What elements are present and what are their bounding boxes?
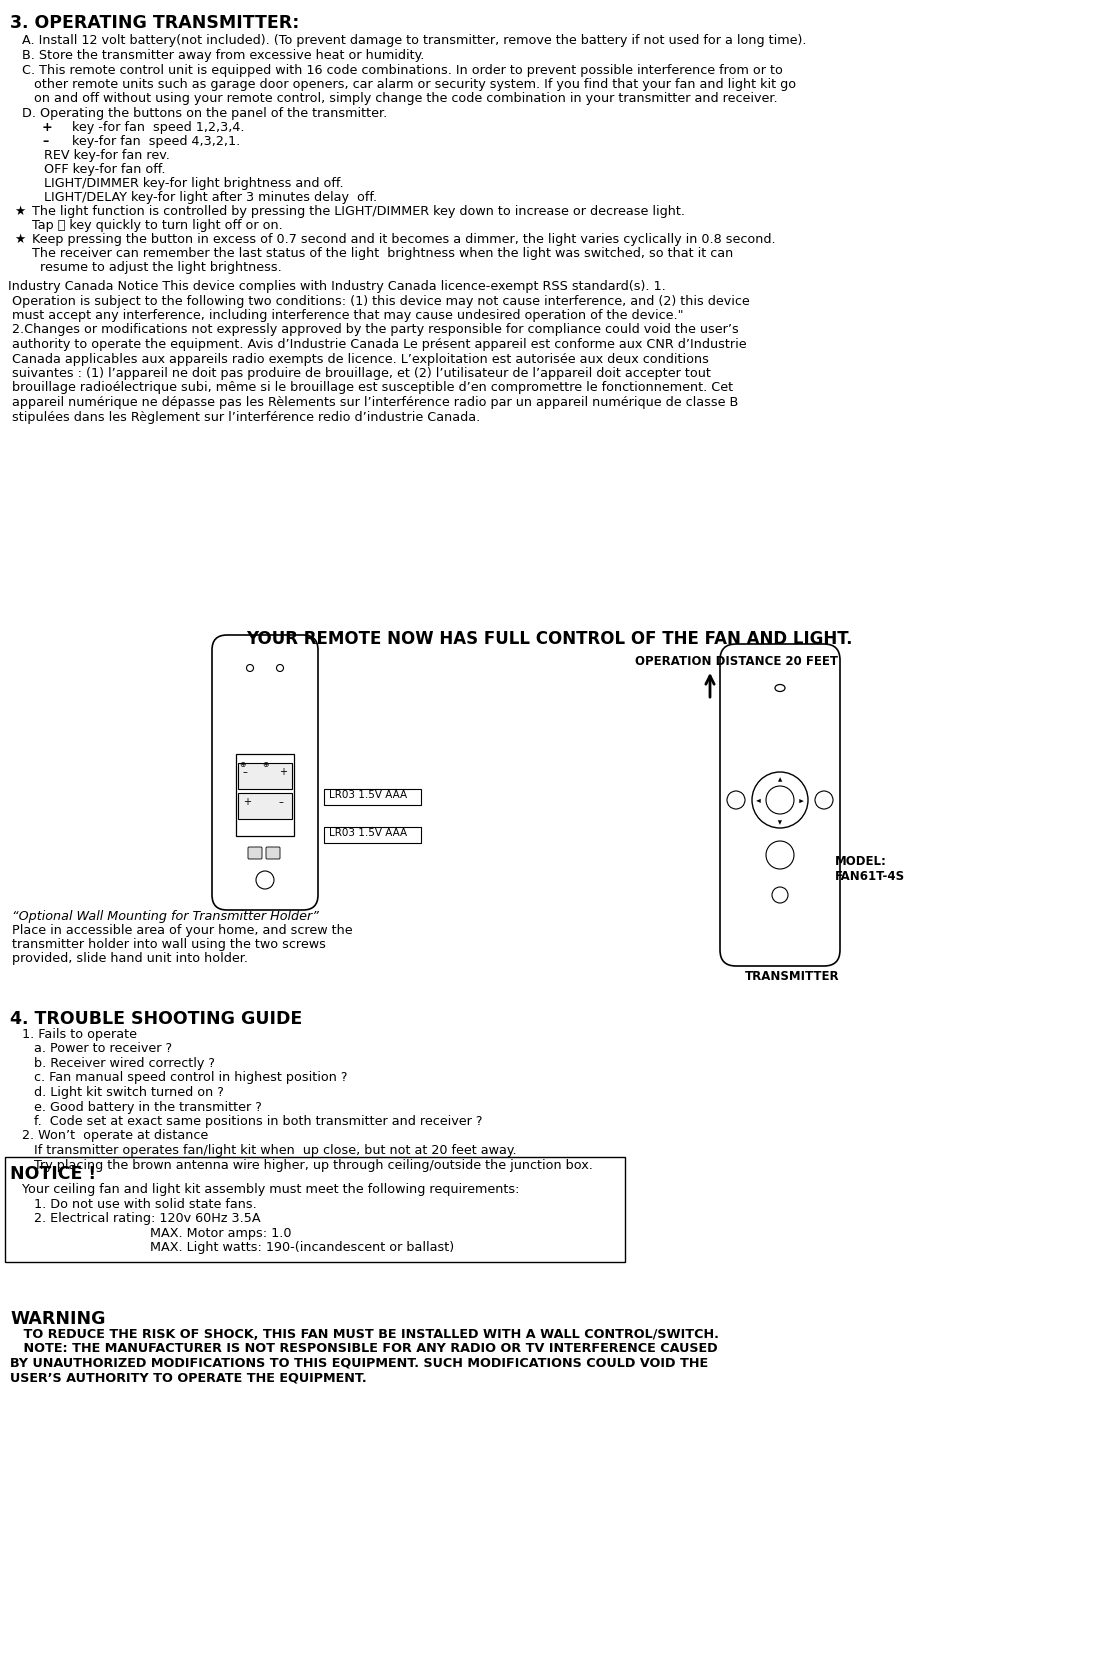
Circle shape: [246, 664, 254, 671]
Text: MAX. Motor amps: 1.0: MAX. Motor amps: 1.0: [10, 1226, 291, 1239]
Text: other remote units such as garage door openers, car alarm or security system. If: other remote units such as garage door o…: [22, 78, 796, 91]
Text: +: +: [42, 121, 53, 135]
Text: appareil numérique ne dépasse pas les Rèlements sur l’interférence radio par un : appareil numérique ne dépasse pas les Rè…: [8, 395, 739, 409]
FancyBboxPatch shape: [248, 847, 262, 859]
Text: a. Power to receiver ?: a. Power to receiver ?: [10, 1043, 173, 1055]
Text: ▲: ▲: [778, 777, 782, 782]
Text: ★: ★: [14, 233, 25, 246]
Circle shape: [752, 772, 808, 827]
Text: D. Operating the buttons on the panel of the transmitter.: D. Operating the buttons on the panel of…: [22, 106, 387, 120]
Text: The light function is controlled by pressing the LIGHT/DIMMER key down to increa: The light function is controlled by pres…: [24, 204, 685, 218]
Text: 3. OPERATING TRANSMITTER:: 3. OPERATING TRANSMITTER:: [10, 13, 299, 32]
Text: –: –: [279, 797, 284, 807]
Text: ▲: ▲: [757, 797, 763, 802]
Text: resume to adjust the light brightness.: resume to adjust the light brightness.: [24, 261, 281, 274]
FancyBboxPatch shape: [212, 635, 318, 910]
Text: d. Light kit switch turned on ?: d. Light kit switch turned on ?: [10, 1086, 224, 1100]
Circle shape: [771, 887, 788, 904]
Text: authority to operate the equipment. Avis d’Industrie Canada Le présent appareil : authority to operate the equipment. Avis…: [8, 337, 746, 350]
Text: WARNING: WARNING: [10, 1311, 106, 1329]
Text: 2. Won’t  operate at distance: 2. Won’t operate at distance: [10, 1129, 208, 1143]
Text: Industry Canada Notice This device complies with Industry Canada licence-exempt : Industry Canada Notice This device compl…: [8, 281, 666, 292]
Text: “Optional Wall Mounting for Transmitter Holder”: “Optional Wall Mounting for Transmitter …: [12, 910, 319, 924]
Text: 2.Changes or modifications not expressly approved by the party responsible for c: 2.Changes or modifications not expressly…: [8, 324, 739, 337]
Text: f.  Code set at exact same positions in both transmitter and receiver ?: f. Code set at exact same positions in b…: [10, 1115, 482, 1128]
Text: Try placing the brown antenna wire higher, up through ceiling/outside the juncti: Try placing the brown antenna wire highe…: [10, 1158, 592, 1171]
Text: If transmitter operates fan/light kit when  up close, but not at 20 feet away.: If transmitter operates fan/light kit wh…: [10, 1144, 517, 1158]
FancyBboxPatch shape: [238, 792, 292, 819]
Text: B. Store the transmitter away from excessive heat or humidity.: B. Store the transmitter away from exces…: [22, 50, 424, 61]
Text: REV key-for fan rev.: REV key-for fan rev.: [32, 149, 170, 163]
Text: Canada applicables aux appareils radio exempts de licence. L’exploitation est au: Canada applicables aux appareils radio e…: [8, 352, 709, 365]
Text: ★: ★: [14, 204, 25, 218]
Text: NOTE: THE MANUFACTURER IS NOT RESPONSIBLE FOR ANY RADIO OR TV INTERFERENCE CAUSE: NOTE: THE MANUFACTURER IS NOT RESPONSIBL…: [10, 1342, 718, 1355]
Text: MAX. Light watts: 190-(incandescent or ballast): MAX. Light watts: 190-(incandescent or b…: [10, 1241, 454, 1254]
Text: 2. Electrical rating: 120v 60Hz 3.5A: 2. Electrical rating: 120v 60Hz 3.5A: [10, 1213, 260, 1226]
Text: Your ceiling fan and light kit assembly must meet the following requirements:: Your ceiling fan and light kit assembly …: [10, 1183, 520, 1196]
FancyBboxPatch shape: [266, 847, 280, 859]
Text: Place in accessible area of your home, and screw the: Place in accessible area of your home, a…: [12, 924, 353, 937]
Text: TO REDUCE THE RISK OF SHOCK, THIS FAN MUST BE INSTALLED WITH A WALL CONTROL/SWIT: TO REDUCE THE RISK OF SHOCK, THIS FAN MU…: [10, 1329, 719, 1340]
FancyBboxPatch shape: [238, 762, 292, 789]
Circle shape: [728, 791, 745, 809]
Text: USER’S AUTHORITY TO OPERATE THE EQUIPMENT.: USER’S AUTHORITY TO OPERATE THE EQUIPMEN…: [10, 1372, 367, 1385]
Text: b. Receiver wired correctly ?: b. Receiver wired correctly ?: [10, 1056, 215, 1070]
Circle shape: [766, 840, 793, 869]
Text: LIGHT/DELAY key-for light after 3 minutes delay  off.: LIGHT/DELAY key-for light after 3 minute…: [32, 191, 377, 204]
Text: LIGHT/DIMMER key-for light brightness and off.: LIGHT/DIMMER key-for light brightness an…: [32, 178, 344, 189]
Text: C. This remote control unit is equipped with 16 code combinations. In order to p: C. This remote control unit is equipped …: [22, 65, 782, 76]
Text: OPERATION DISTANCE 20 FEET: OPERATION DISTANCE 20 FEET: [635, 654, 839, 668]
Text: 1. Do not use with solid state fans.: 1. Do not use with solid state fans.: [10, 1198, 257, 1211]
Text: YOUR REMOTE NOW HAS FULL CONTROL OF THE FAN AND LIGHT.: YOUR REMOTE NOW HAS FULL CONTROL OF THE …: [246, 630, 852, 648]
Text: on and off without using your remote control, simply change the code combination: on and off without using your remote con…: [22, 91, 778, 105]
Text: key -for fan  speed 1,2,3,4.: key -for fan speed 1,2,3,4.: [52, 121, 244, 135]
Text: Keep pressing the button in excess of 0.7 second and it becomes a dimmer, the li: Keep pressing the button in excess of 0.…: [24, 233, 776, 246]
FancyBboxPatch shape: [324, 789, 421, 806]
Text: c. Fan manual speed control in highest position ?: c. Fan manual speed control in highest p…: [10, 1071, 347, 1085]
Text: MODEL:
FAN61T-4S: MODEL: FAN61T-4S: [835, 855, 906, 884]
FancyBboxPatch shape: [720, 644, 840, 967]
Text: ▲: ▲: [798, 797, 802, 802]
Text: +: +: [279, 767, 287, 777]
Text: TRANSMITTER: TRANSMITTER: [745, 970, 840, 983]
Text: BY UNAUTHORIZED MODIFICATIONS TO THIS EQUIPMENT. SUCH MODIFICATIONS COULD VOID T: BY UNAUTHORIZED MODIFICATIONS TO THIS EQ…: [10, 1357, 708, 1370]
Text: +: +: [243, 797, 251, 807]
Text: A. Install 12 volt battery(not included). (To prevent damage to transmitter, rem: A. Install 12 volt battery(not included)…: [22, 33, 807, 47]
Circle shape: [256, 870, 274, 889]
Text: LR03 1.5V AAA: LR03 1.5V AAA: [329, 791, 407, 801]
Text: –: –: [243, 767, 248, 777]
FancyBboxPatch shape: [324, 827, 421, 844]
Text: LR03 1.5V AAA: LR03 1.5V AAA: [329, 827, 407, 839]
Text: brouillage radioélectrique subi, même si le brouillage est susceptible d’en comp: brouillage radioélectrique subi, même si…: [8, 382, 733, 395]
Text: The receiver can remember the last status of the light  brightness when the ligh: The receiver can remember the last statu…: [24, 247, 733, 261]
FancyBboxPatch shape: [236, 754, 295, 835]
Text: provided, slide hand unit into holder.: provided, slide hand unit into holder.: [12, 952, 248, 965]
Circle shape: [766, 786, 793, 814]
Text: key-for fan  speed 4,3,2,1.: key-for fan speed 4,3,2,1.: [52, 135, 241, 148]
Text: ▲: ▲: [778, 817, 782, 822]
Text: ⊕: ⊕: [238, 761, 245, 769]
Circle shape: [277, 664, 284, 671]
Text: Tap ⓘ key quickly to turn light off or on.: Tap ⓘ key quickly to turn light off or o…: [24, 219, 282, 233]
Text: must accept any interference, including interference that may cause undesired op: must accept any interference, including …: [8, 309, 684, 322]
Text: suivantes : (1) l’appareil ne doit pas produire de brouillage, et (2) l’utilisat: suivantes : (1) l’appareil ne doit pas p…: [8, 367, 711, 380]
Text: 4. TROUBLE SHOOTING GUIDE: 4. TROUBLE SHOOTING GUIDE: [10, 1010, 302, 1028]
Text: OFF key-for fan off.: OFF key-for fan off.: [32, 163, 166, 176]
Text: 1. Fails to operate: 1. Fails to operate: [10, 1028, 137, 1041]
Text: transmitter holder into wall using the two screws: transmitter holder into wall using the t…: [12, 938, 326, 952]
Text: NOTICE !: NOTICE !: [10, 1164, 96, 1183]
Text: ⊕: ⊕: [262, 761, 268, 769]
Text: Operation is subject to the following two conditions: (1) this device may not ca: Operation is subject to the following tw…: [8, 294, 750, 307]
Circle shape: [815, 791, 833, 809]
Text: –: –: [42, 135, 48, 148]
Text: e. Good battery in the transmitter ?: e. Good battery in the transmitter ?: [10, 1101, 262, 1113]
Ellipse shape: [775, 684, 785, 691]
Text: stipulées dans les Règlement sur l’interférence redio d’industrie Canada.: stipulées dans les Règlement sur l’inter…: [8, 410, 480, 424]
